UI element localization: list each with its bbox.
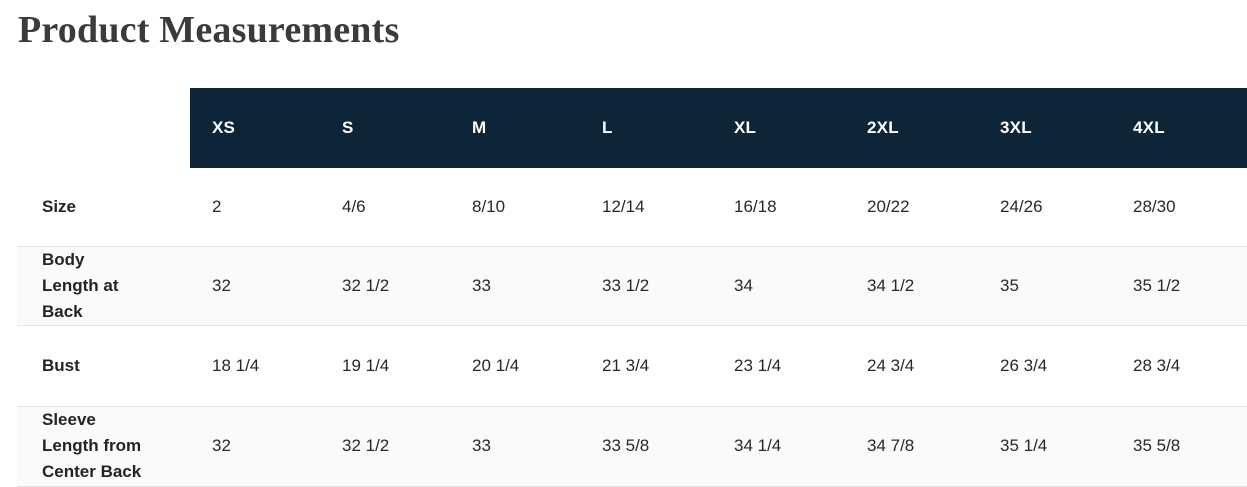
measurement-cell: 32 1/2: [342, 436, 390, 456]
column-header-3xl: 3XL: [978, 87, 1111, 168]
row-label: Sleeve Length from Center Back: [42, 410, 142, 482]
measurement-cell: 4/6: [342, 196, 366, 216]
measurement-cell: 34 7/8: [867, 436, 915, 456]
table-row-body-length: Body Length at Back 32 32 1/2 33 33 1/2 …: [17, 246, 1247, 326]
measurement-cell: 21 3/4: [602, 355, 650, 375]
measurement-cell: 28 3/4: [1133, 355, 1181, 375]
measurement-cell: 33: [472, 436, 491, 456]
table-row-sleeve-length: Sleeve Length from Center Back 32 32 1/2…: [17, 406, 1247, 487]
column-header-s: S: [320, 87, 450, 168]
measurement-cell: 23 1/4: [734, 355, 782, 375]
table-row-bust: Bust 18 1/4 19 1/4 20 1/4 21 3/4 23 1/4 …: [17, 325, 1247, 407]
size-header-row: XS S M L XL 2XL 3XL 4XL: [17, 87, 1247, 168]
column-header-xl: XL: [712, 87, 845, 168]
measurement-cell: 18 1/4: [212, 355, 260, 375]
column-header-xs: XS: [190, 87, 320, 168]
measurement-cell: 35 1/2: [1133, 275, 1181, 295]
measurement-cell: 2: [212, 196, 222, 216]
measurement-cell: 34 1/2: [867, 275, 915, 295]
product-measurements-table: XS S M L XL 2XL 3XL 4XL Size 2 4/6 8/10 …: [17, 87, 1247, 487]
column-header-2xl: 2XL: [845, 87, 978, 168]
measurement-cell: 35 1/4: [1000, 436, 1048, 456]
row-label: Body Length at Back: [42, 249, 119, 321]
row-label: Size: [42, 196, 77, 216]
measurement-cell: 26 3/4: [1000, 355, 1048, 375]
measurement-cell: 8/10: [472, 196, 506, 216]
measurement-cell: 20 1/4: [472, 355, 520, 375]
measurement-cell: 33 5/8: [602, 436, 650, 456]
measurement-cell: 32 1/2: [342, 275, 390, 295]
row-label: Bust: [42, 355, 80, 375]
measurement-cell: 32: [212, 275, 231, 295]
measurement-cell: 12/14: [602, 196, 645, 216]
measurement-cell: 35: [1000, 275, 1019, 295]
column-header-4xl: 4XL: [1111, 87, 1247, 168]
page-title: Product Measurements: [18, 9, 400, 51]
measurement-cell: 28/30: [1133, 196, 1176, 216]
measurement-cell: 33: [472, 275, 491, 295]
column-header-m: M: [450, 87, 580, 168]
header-corner-cell: [17, 87, 190, 168]
table-row-size: Size 2 4/6 8/10 12/14 16/18 20/22 24/26 …: [17, 167, 1247, 247]
measurement-cell: 34 1/4: [734, 436, 782, 456]
measurement-cell: 16/18: [734, 196, 777, 216]
measurement-cell: 24/26: [1000, 196, 1043, 216]
measurement-cell: 33 1/2: [602, 275, 650, 295]
measurement-cell: 34: [734, 275, 753, 295]
measurement-cell: 19 1/4: [342, 355, 390, 375]
measurement-cell: 32: [212, 436, 231, 456]
measurement-cell: 24 3/4: [867, 355, 915, 375]
measurement-cell: 20/22: [867, 196, 910, 216]
column-header-l: L: [580, 87, 712, 168]
measurement-cell: 35 5/8: [1133, 436, 1181, 456]
